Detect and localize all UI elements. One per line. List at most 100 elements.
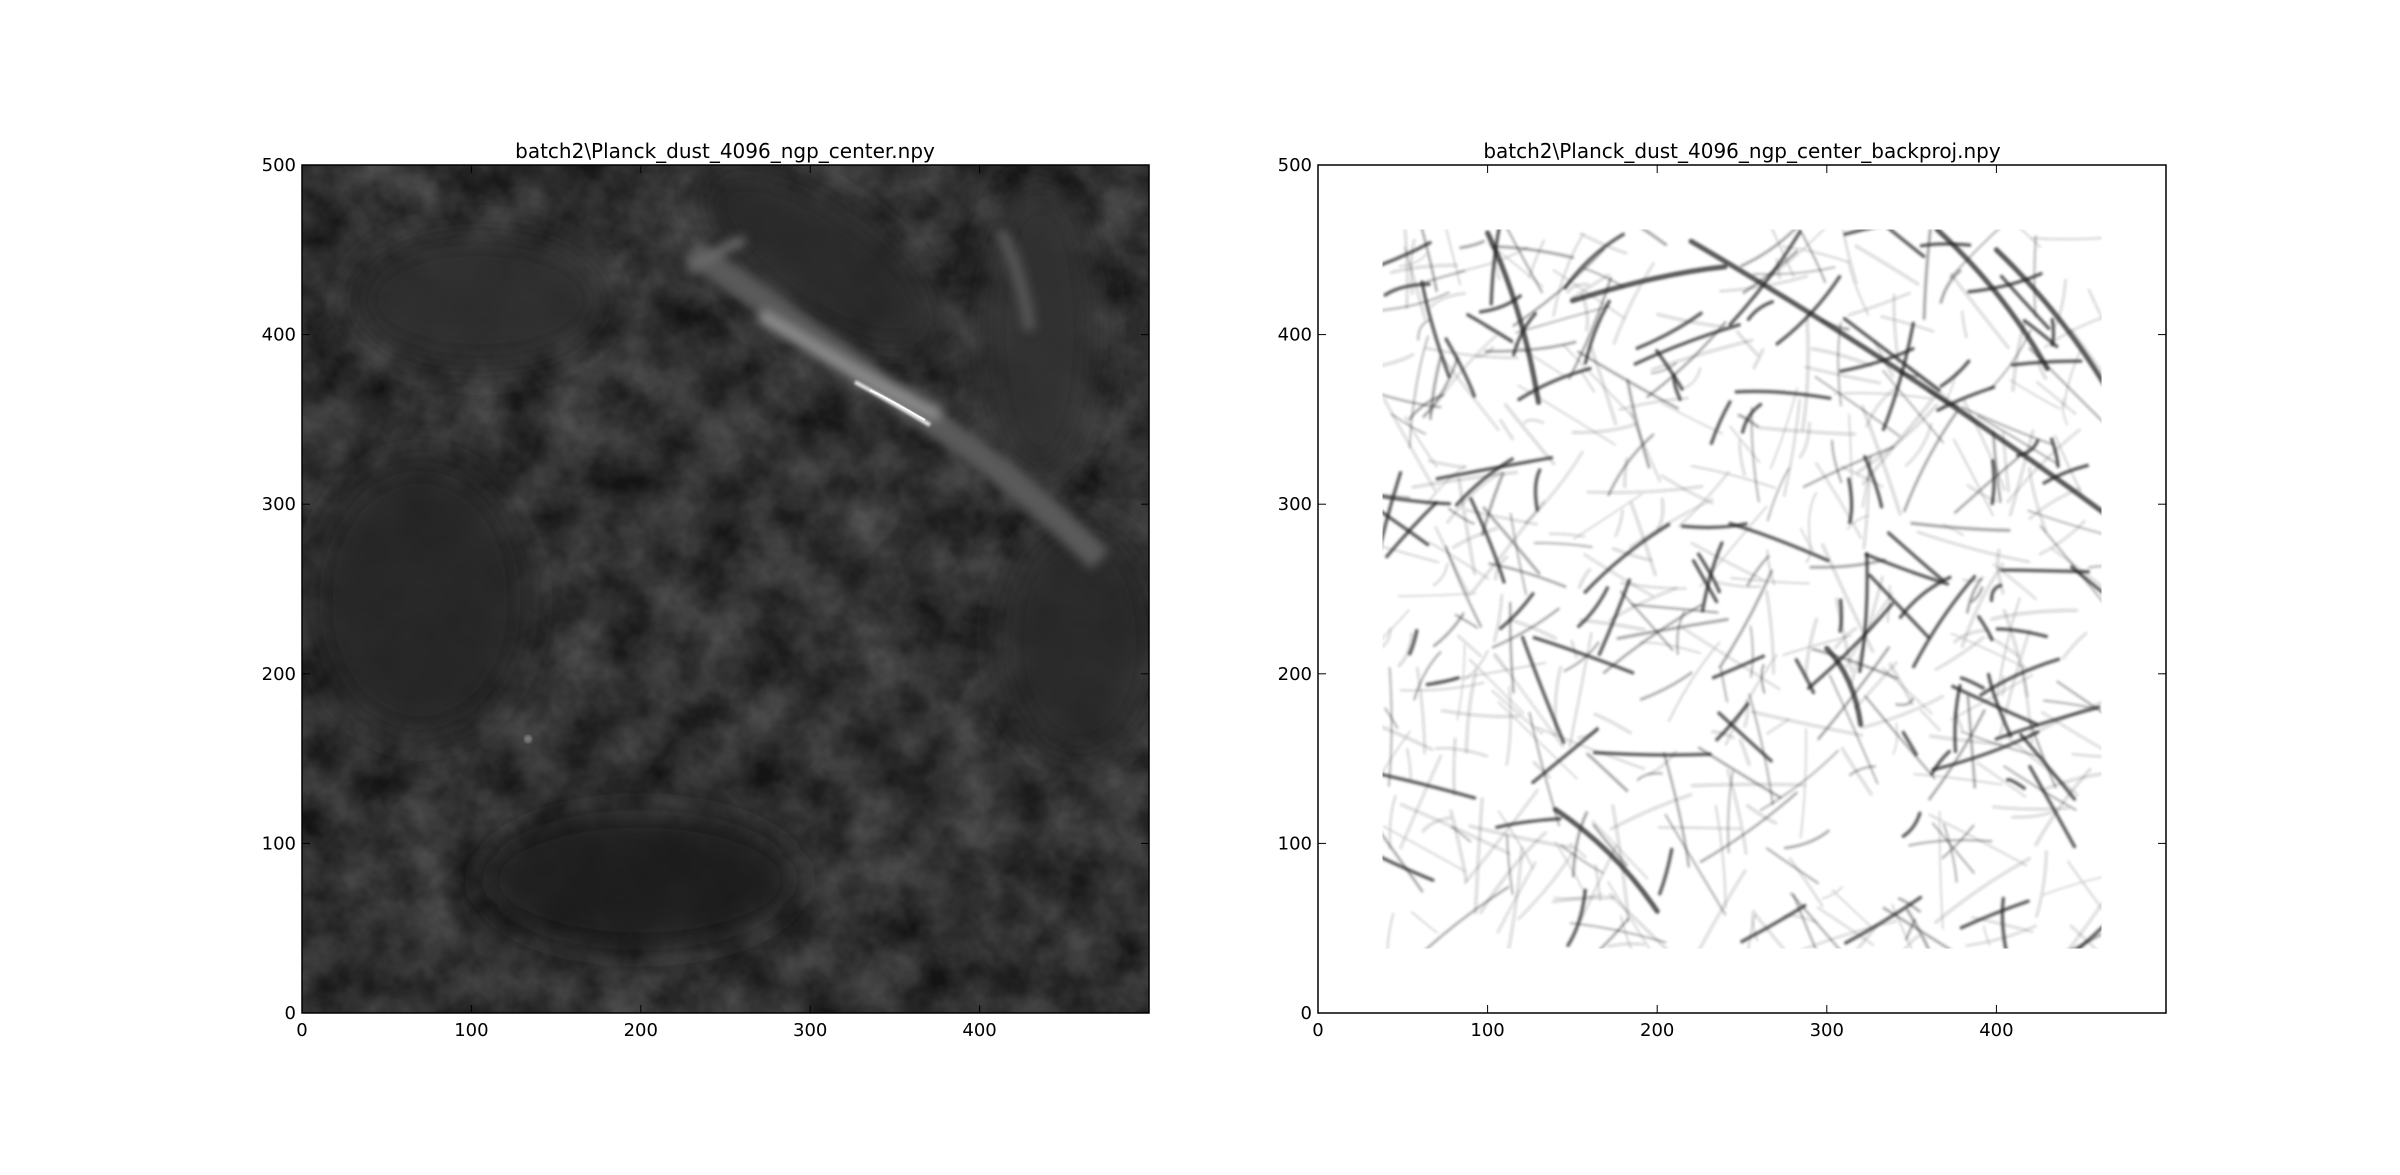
backprojection-streak (1532, 635, 1635, 675)
backprojection-streak (1507, 846, 1524, 949)
backprojection-streak (1421, 816, 1452, 833)
backprojection-streak (1953, 456, 2020, 514)
backprojection-streak (1429, 292, 1466, 308)
backprojection-streak (1959, 899, 2030, 930)
left-axes-frame (301, 164, 1150, 1014)
backprojection-streak (1750, 406, 1760, 503)
backprojection-streak (1844, 895, 1923, 945)
backprojection-streak (1752, 266, 1836, 276)
backprojection-streak (1509, 512, 1527, 595)
backprojection-streak (1798, 229, 1827, 284)
backprojection-streak (1953, 711, 1964, 731)
backprojection-streak (1783, 829, 1830, 850)
backprojection-streak (1570, 639, 1578, 659)
backprojection-streak (2069, 924, 2097, 949)
backprojection-streak (1993, 247, 2102, 385)
backprojection-streak (1960, 406, 2053, 446)
backprojection-streak (1990, 608, 2079, 621)
right-x-tick-label: 400 (1979, 1020, 2013, 1041)
backprojection-streak (1942, 523, 1964, 537)
backprojection-streak (1709, 400, 1732, 446)
backprojection-streak (1382, 471, 1403, 544)
backprojection-streak (1765, 590, 1775, 675)
backprojection-streak (1982, 925, 1991, 946)
backprojection-streak (1881, 321, 1916, 432)
backprojection-streak (1949, 229, 2000, 279)
left-panel-title: batch2\Planck_dust_4096_ngp_center.npy (515, 139, 935, 163)
backprojection-streak (1508, 601, 1515, 694)
backprojection-streak (1934, 857, 2031, 924)
backprojection-streak (1766, 718, 1790, 735)
backprojection-streak (1566, 888, 1588, 948)
backprojection-streak (1599, 917, 1630, 949)
backprojection-streak (1493, 593, 1504, 643)
backprojection-streak (1629, 501, 1657, 577)
backprojection-streak (1491, 607, 1560, 649)
backprojection-streak (2051, 547, 2102, 588)
backprojection-streak (1609, 793, 1693, 831)
backprojection-streak (1389, 263, 1459, 274)
left-x-tick-label: 300 (793, 1020, 827, 1041)
backprojection-streak (1759, 229, 1825, 287)
backprojection-streak (1953, 628, 1988, 644)
backprojection-streak (2054, 278, 2067, 327)
backprojection-streak (1580, 370, 1596, 393)
backprojection-streak (1696, 552, 1722, 594)
backprojection-streak (1690, 465, 1777, 489)
backprojection-streak (1648, 750, 1677, 776)
backprojection-streak (1403, 246, 1427, 321)
backprojection-streak (1631, 603, 1719, 614)
backprojection-streak (1977, 415, 2058, 465)
backprojection-streak (1903, 410, 1959, 513)
backprojection-streak (1726, 768, 1748, 855)
backprojection-streak (1688, 238, 2102, 515)
backprojection-streak (1382, 510, 1430, 547)
backprojection-streak (1699, 505, 1768, 588)
backprojection-streak (1478, 294, 1522, 314)
backprojection-streak (2040, 772, 2102, 793)
backprojection-streak (1512, 248, 1605, 327)
backprojection-streak (1563, 641, 1600, 672)
backprojection-streak (2067, 860, 2102, 910)
backprojection-streak (1656, 312, 1727, 329)
backprojection-streak (1609, 893, 1668, 949)
left-x-tick-label: 200 (624, 1020, 658, 1041)
backprojection-streak (1843, 229, 1872, 236)
backprojection-streak (1728, 521, 1830, 563)
backprojection-streak (1928, 734, 2003, 746)
backprojection-streak (1856, 925, 1878, 949)
backprojection-streak (1592, 750, 1712, 757)
backprojection-streak (1497, 701, 1578, 780)
backprojection-streak (1711, 730, 1735, 739)
backprojection-streak (1898, 575, 1952, 619)
backprojection-streak (1979, 657, 2061, 697)
backprojection-streak (1454, 457, 1514, 507)
backprojection-streak (2033, 235, 2037, 318)
backprojection-streak (1864, 695, 1936, 780)
backprojection-streak (1457, 634, 1482, 658)
backprojection-streak (1804, 365, 1882, 385)
backprojection-streak (1495, 816, 1562, 830)
backprojection-streak (1650, 362, 1677, 375)
left-x-tick-label: 100 (454, 1020, 488, 1041)
backprojection-streak (1473, 797, 1484, 915)
backprojection-streak (1719, 667, 1728, 703)
backprojection-streak (1383, 398, 1437, 492)
backprojection-streak (1623, 457, 1629, 489)
backprojection-streak (1465, 508, 1538, 526)
backprojection-streak (2070, 328, 2102, 373)
backprojection-streak (1882, 906, 1951, 949)
backprojection-streak (1739, 739, 1751, 766)
backprojection-streak (1554, 841, 1585, 893)
backprojection-streak (1452, 527, 1498, 549)
backprojection-streak (1428, 541, 1490, 580)
backprojection-streak (1403, 229, 1409, 310)
backprojection-streak (1499, 419, 1514, 441)
backprojection-streak (2035, 381, 2077, 415)
backprojection-streak (1435, 455, 1554, 481)
backprojection-streak (2035, 850, 2048, 918)
backprojection-streaks (1382, 229, 2102, 949)
backprojection-streak (2087, 288, 2102, 319)
backprojection-streak (1711, 654, 1766, 680)
backprojection-streak (1991, 430, 2002, 503)
